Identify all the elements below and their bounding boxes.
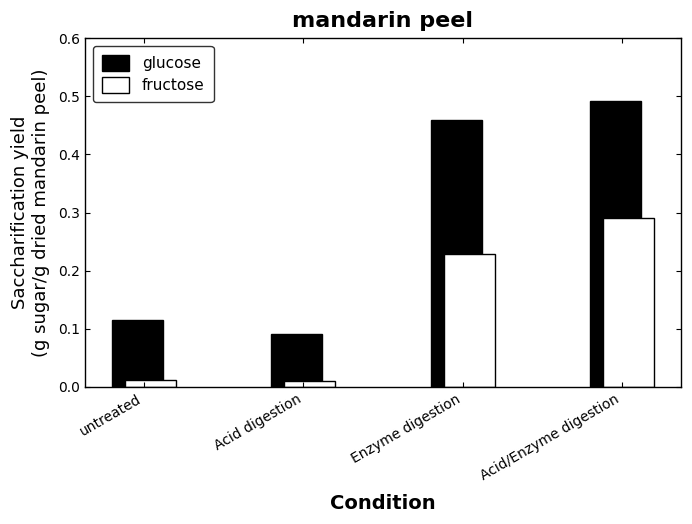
Bar: [603, 219, 654, 387]
Title: mandarin peel: mandarin peel: [293, 11, 473, 31]
Y-axis label: Saccharification yield
(g sugar/g dried mandarin peel): Saccharification yield (g sugar/g dried …: [11, 68, 50, 357]
Bar: [112, 320, 163, 387]
Bar: [431, 119, 482, 387]
Bar: [590, 101, 641, 387]
X-axis label: Condition: Condition: [330, 494, 436, 513]
Bar: [284, 380, 335, 387]
Bar: [125, 380, 176, 387]
Bar: [444, 255, 495, 387]
Bar: [271, 333, 322, 387]
Legend: glucose, fructose: glucose, fructose: [93, 46, 214, 102]
